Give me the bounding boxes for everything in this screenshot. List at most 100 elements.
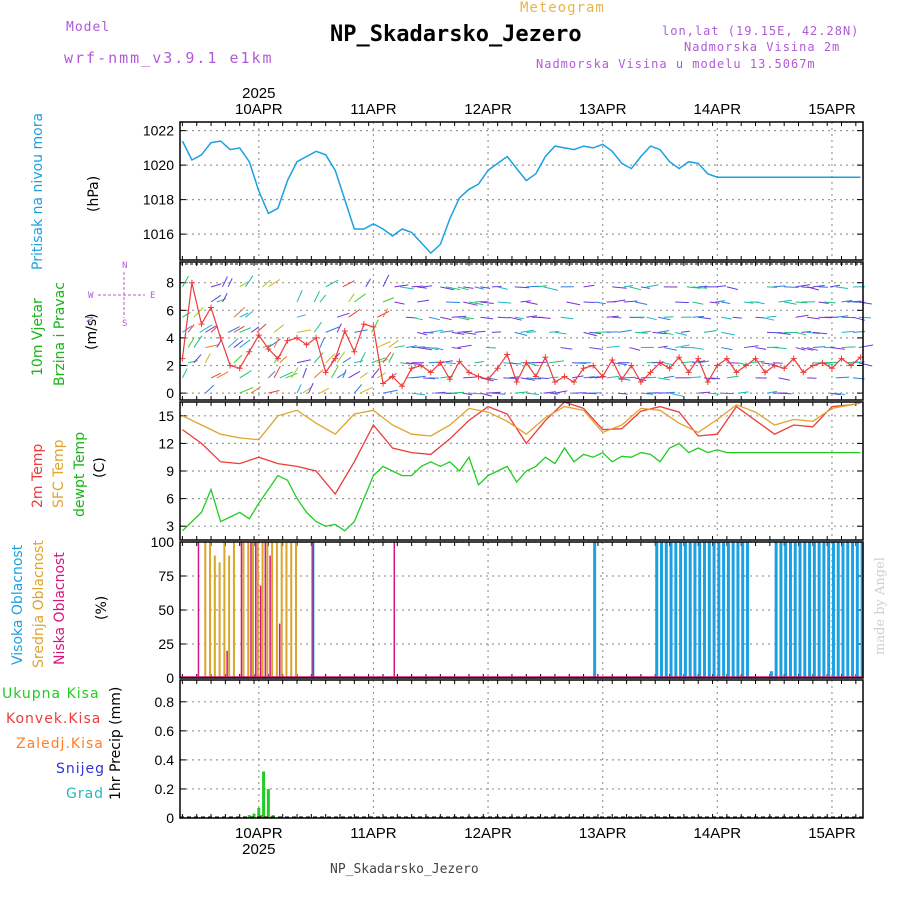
wind-speed-marker (714, 362, 721, 369)
cloud-bar-high (664, 542, 668, 678)
wind-arrow (302, 387, 312, 394)
wind-arrow (755, 301, 765, 305)
cloud-bar-high (779, 542, 783, 678)
wind-arrow (526, 301, 538, 305)
compass-w: W (88, 291, 94, 301)
x-label-bottom: 11APR (350, 825, 397, 842)
wind-arrow (795, 284, 811, 288)
cloud-bar-high (722, 542, 726, 678)
wind-arrow (497, 301, 512, 304)
wind-arrow (698, 316, 712, 320)
wind-arrow (675, 344, 690, 349)
wind-arrow (411, 392, 426, 396)
x-label-top: 14APR (694, 101, 742, 118)
wind-arrow (204, 384, 215, 394)
wind-arrow (268, 370, 276, 379)
wind-speed-marker (828, 365, 835, 372)
compass-s: S (122, 319, 127, 329)
panel-pressure-ytick-label: 1016 (143, 226, 174, 242)
cloud-bar-high (836, 542, 840, 678)
wind-arrow (268, 390, 280, 394)
cloud-bar-mid (247, 542, 250, 678)
panel-pressure-ytick-label: 1022 (143, 123, 174, 139)
pressure-line (181, 140, 861, 255)
wind-arrow (480, 286, 491, 289)
wind-arrow (204, 353, 211, 363)
wind-arrow (686, 286, 701, 289)
wind-arrow (308, 382, 314, 394)
wind-arrow (612, 286, 627, 289)
wind-arrow (738, 391, 749, 394)
wind-arrow (239, 387, 254, 394)
x-label-top: 11APR (350, 101, 397, 118)
x-label-bottom: 14APR (694, 825, 742, 842)
wind-arrow (405, 345, 417, 349)
wind-arrow (227, 338, 239, 348)
wind-arrow (222, 276, 228, 288)
cloud-bar-mid (223, 542, 226, 678)
panel-precip-bg (180, 680, 863, 818)
wind-speed-marker (408, 365, 415, 372)
wind-arrow (296, 384, 302, 394)
panel-temperature-ytick-label: 12 (158, 435, 174, 451)
wind-speed-marker (341, 328, 348, 334)
wind-arrow (474, 330, 486, 333)
wind-arrow (841, 330, 854, 333)
wind-arrow (239, 327, 251, 333)
wind-arrow (497, 316, 510, 319)
wind-arrow (829, 392, 841, 396)
wind-arrow (394, 345, 405, 349)
wind-arrow (692, 315, 705, 318)
wind-arrow (463, 392, 473, 396)
wind-speed-marker (657, 359, 664, 366)
wind-speed-marker (532, 373, 539, 380)
wind-arrow (371, 368, 380, 379)
wind-arrow (629, 286, 642, 291)
lonlat-label: lon,lat (19.15E, 42.28N) (662, 24, 860, 38)
cloud-bar-high (831, 542, 835, 678)
wind-arrow (692, 360, 706, 364)
temp-line-sfc (182, 402, 861, 441)
wind-arrow (526, 377, 541, 380)
cloud-bar-mid (228, 555, 231, 678)
x-label-top: 12APR (464, 101, 512, 118)
cloud-bar-mid (275, 542, 278, 678)
wind-arrow (824, 301, 836, 304)
wind-speed-marker (418, 362, 425, 369)
compass-cross (98, 272, 145, 318)
x-label-top: 10APR (235, 101, 283, 118)
elevation-label: Nadmorska Visina 2m (684, 40, 841, 54)
cloud-bar-high (698, 542, 702, 678)
cloud-bar-mid (256, 542, 259, 678)
wind-arrow (228, 326, 240, 333)
precip-bar-conv (260, 815, 263, 818)
precip-legend-conv: Konvek.Kisa (6, 711, 102, 727)
wind-arrow (526, 315, 538, 318)
panel-temperature-ytick-label: 3 (166, 518, 174, 534)
panel-clouds-ytick-label: 50 (158, 602, 174, 618)
wind-arrow (549, 392, 559, 395)
wind-arrow (520, 377, 535, 381)
wind-speed-marker (437, 359, 444, 366)
wind-arrow (726, 375, 739, 379)
wind-speed-marker (848, 362, 855, 369)
wind-arrow (692, 347, 704, 350)
wind-arrow (353, 384, 363, 394)
wind-arrow (181, 368, 188, 379)
wind-speed-marker (284, 337, 291, 344)
wind-arrow (451, 347, 462, 350)
wind-arrow (858, 316, 872, 319)
panel-precip-ytick-label: 0.8 (155, 694, 175, 710)
wind-arrow (463, 286, 474, 289)
wind-arrow (382, 274, 390, 288)
wind-arrow (778, 377, 790, 381)
wind-arrow (514, 331, 528, 336)
wind-arrow (692, 286, 708, 289)
wind-arrow (520, 300, 531, 303)
model-label: Model (66, 20, 111, 35)
wind-arrow (858, 301, 872, 305)
panel-wind-frame (179, 261, 864, 401)
cloud-bar-high (784, 542, 788, 678)
wind-speed-marker (628, 362, 635, 369)
